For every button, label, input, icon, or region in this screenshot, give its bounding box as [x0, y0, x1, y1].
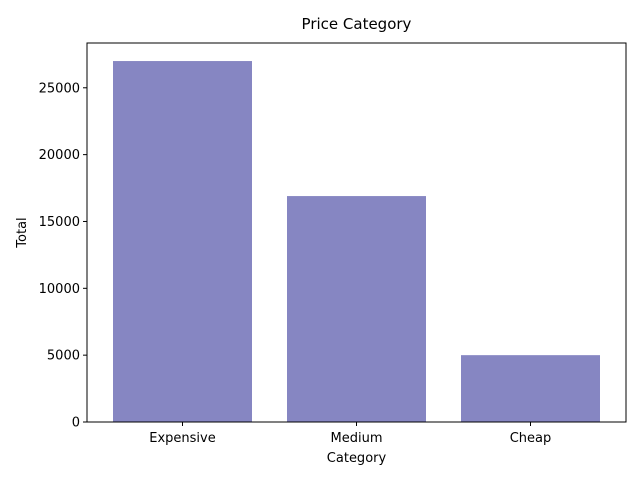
y-tick-label: 25000	[39, 81, 80, 96]
y-tick-label: 5000	[47, 349, 80, 364]
bars-group	[113, 61, 600, 423]
x-tick-label: Medium	[331, 431, 383, 446]
y-tick-label: 20000	[39, 148, 80, 163]
bar-medium	[287, 196, 426, 422]
x-tick-label: Expensive	[149, 431, 215, 446]
plot-frame	[86, 42, 627, 423]
bar-cheap	[461, 355, 600, 422]
y-tick-label: 15000	[39, 215, 80, 230]
x-axis-ticks: Expensive Medium Cheap	[149, 422, 551, 446]
chart-title: Price Category	[302, 15, 412, 33]
bar-expensive	[113, 61, 252, 423]
y-axis-ticks: 0 5000 10000 15000 20000 25000	[39, 81, 87, 431]
y-tick-label: 0	[72, 416, 80, 431]
x-tick-label: Cheap	[510, 431, 552, 446]
y-tick-label: 10000	[39, 282, 80, 297]
y-axis-label: Total	[15, 217, 30, 248]
x-axis-label: Category	[327, 451, 387, 466]
